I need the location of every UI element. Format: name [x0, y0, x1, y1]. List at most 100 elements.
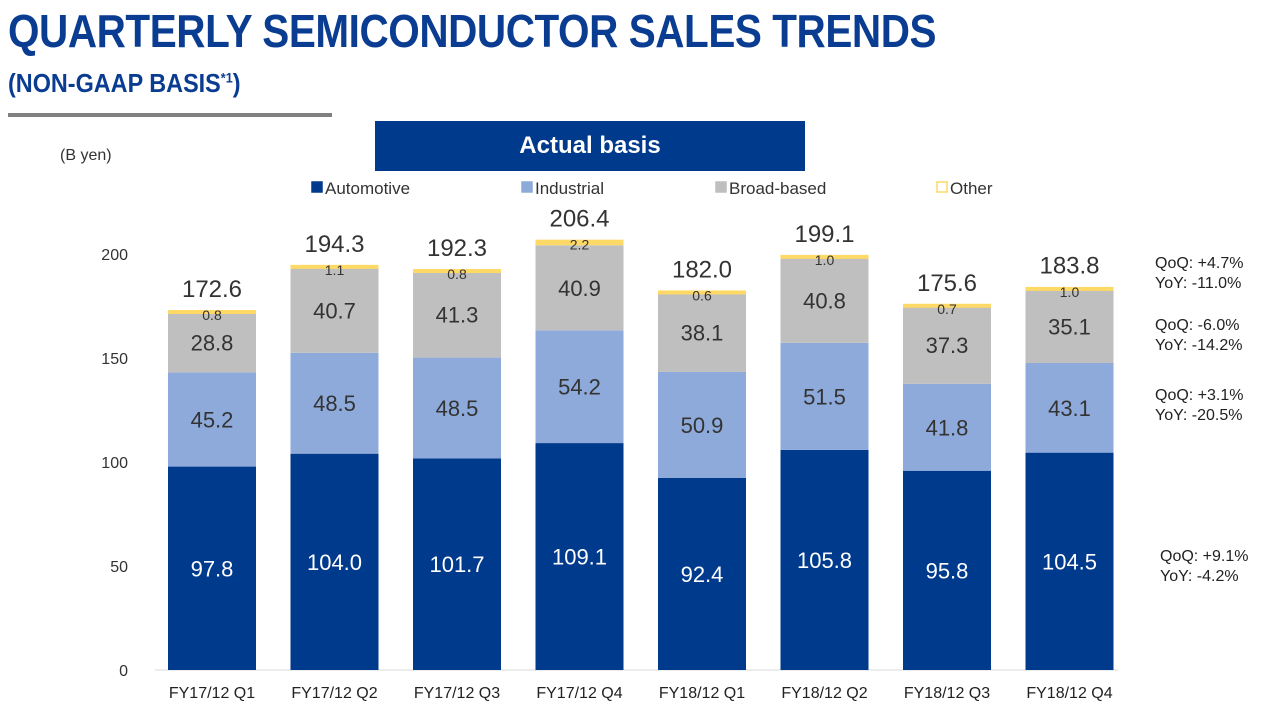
- bar-total-label: 199.1: [794, 221, 854, 248]
- bar-total-label: 183.8: [1039, 253, 1099, 280]
- legend-label-broad-based: Broad-based: [729, 179, 826, 198]
- segment-label-automotive: 97.8: [191, 556, 234, 581]
- segment-label-other: 0.8: [447, 266, 467, 282]
- segment-label-broad-based: 28.8: [191, 331, 234, 356]
- segment-label-other: 2.2: [570, 237, 590, 253]
- bar-segment-broad-based: [535, 245, 624, 331]
- page-subtitle: (NON-GAAP BASIS*1): [8, 68, 241, 99]
- segment-label-other: 1.0: [815, 252, 835, 268]
- legend-label-industrial: Industrial: [535, 179, 604, 198]
- segment-label-broad-based: 40.8: [803, 288, 846, 313]
- legend-label-other: Other: [950, 179, 993, 198]
- bar-total-label: 206.4: [549, 206, 609, 233]
- subtitle-footnote-mark: *1: [220, 69, 233, 86]
- bar-segment-other-edge: [903, 303, 991, 308]
- segment-label-industrial: 51.5: [803, 384, 846, 409]
- qoq-note-automotive: QoQ: +9.1%: [1160, 548, 1249, 565]
- bar-segment-automotive: [903, 470, 991, 670]
- actual-basis-banner: Actual basis: [375, 121, 805, 171]
- bar-segment-industrial: [780, 342, 869, 450]
- bar-segment-industrial: [1025, 362, 1114, 453]
- bar-segment-broad-based: [413, 271, 501, 358]
- bar-total-label: 192.3: [427, 235, 487, 262]
- bar-segment-industrial: [168, 372, 256, 467]
- yoy-note-industrial: YoY: -20.5%: [1155, 407, 1242, 424]
- x-category-label: FY18/12 Q1: [659, 685, 745, 702]
- x-category-label: FY17/12 Q2: [291, 685, 377, 702]
- bar-segment-automotive: [780, 449, 869, 670]
- bar-segment-broad-based: [1025, 289, 1114, 363]
- bar-segment-automotive: [1025, 452, 1114, 670]
- bar-segment-industrial: [658, 371, 746, 478]
- yoy-note-broad-based: YoY: -14.2%: [1155, 337, 1242, 354]
- bar-total-label: 194.3: [304, 231, 364, 258]
- x-category-label: FY17/12 Q1: [169, 685, 255, 702]
- segment-label-other: 0.7: [937, 301, 957, 317]
- subtitle-close: ): [232, 68, 241, 98]
- segment-label-automotive: 104.5: [1042, 549, 1097, 574]
- x-category-label: FY18/12 Q4: [1026, 685, 1112, 702]
- bar-segment-broad-based: [168, 312, 256, 373]
- bar-total-label: 175.6: [917, 270, 977, 297]
- segment-label-industrial: 48.5: [313, 391, 356, 416]
- x-category-label: FY18/12 Q2: [781, 685, 867, 702]
- bar-segment-other-edge: [535, 239, 624, 244]
- bar-segment-automotive: [290, 453, 379, 670]
- segment-label-broad-based: 41.3: [436, 303, 479, 328]
- bar-segment-automotive: [535, 443, 624, 670]
- segment-label-other: 1.1: [325, 262, 345, 278]
- bar-segment-broad-based: [658, 292, 746, 372]
- x-category-label: FY17/12 Q4: [536, 685, 622, 702]
- bar-total-label: 172.6: [182, 276, 242, 303]
- legend-swatch-other: [936, 181, 948, 193]
- page-title: QUARTERLY SEMICONDUCTOR SALES TRENDS: [8, 5, 937, 57]
- bar-segment-other-edge: [1025, 286, 1114, 291]
- bar-segment-automotive: [658, 477, 746, 670]
- legend-swatch-broad-based: [715, 181, 727, 193]
- bar-segment-industrial: [535, 330, 624, 444]
- y-tick-label: 100: [101, 455, 128, 472]
- segment-label-industrial: 50.9: [681, 413, 724, 438]
- segment-label-automotive: 104.0: [307, 550, 362, 575]
- segment-label-other: 1.0: [1060, 284, 1080, 300]
- segment-label-other: 0.6: [692, 287, 712, 303]
- bar-segment-broad-based: [780, 257, 869, 343]
- qoq-note-other: QoQ: +4.7%: [1155, 255, 1244, 272]
- legend-swatch-industrial: [521, 181, 533, 193]
- bar-segment-industrial: [290, 352, 379, 454]
- segment-label-industrial: 48.5: [436, 396, 479, 421]
- qoq-note-industrial: QoQ: +3.1%: [1155, 387, 1244, 404]
- bar-segment-other-edge: [658, 290, 746, 295]
- segment-label-broad-based: 35.1: [1048, 314, 1091, 339]
- bar-segment-other-edge: [413, 269, 501, 274]
- bar-segment-other-edge: [780, 254, 869, 259]
- segment-label-broad-based: 40.9: [558, 276, 601, 301]
- y-axis-unit-label: (B yen): [60, 147, 112, 164]
- segment-label-automotive: 109.1: [552, 545, 607, 570]
- segment-label-automotive: 92.4: [681, 562, 724, 587]
- segment-label-automotive: 95.8: [926, 558, 969, 583]
- yoy-note-automotive: YoY: -4.2%: [1160, 568, 1239, 585]
- segment-label-broad-based: 37.3: [926, 333, 969, 358]
- segment-label-broad-based: 40.7: [313, 298, 356, 323]
- x-category-label: FY18/12 Q3: [904, 685, 990, 702]
- bar-segment-other-edge: [168, 309, 256, 314]
- bar-segment-broad-based: [290, 268, 379, 353]
- bar-segment-industrial: [413, 357, 501, 459]
- segment-label-broad-based: 38.1: [681, 320, 724, 345]
- bar-segment-other-edge: [290, 264, 379, 269]
- y-tick-label: 150: [101, 351, 128, 368]
- y-tick-label: 0: [119, 663, 128, 680]
- x-category-label: FY17/12 Q3: [414, 685, 500, 702]
- bar-segment-industrial: [903, 383, 991, 471]
- segment-label-industrial: 54.2: [558, 375, 601, 400]
- subtitle-text: (NON-GAAP BASIS: [8, 68, 221, 98]
- y-tick-label: 50: [110, 559, 128, 576]
- segment-label-industrial: 41.8: [926, 415, 969, 440]
- segment-label-industrial: 45.2: [191, 408, 234, 433]
- qoq-note-broad-based: QoQ: -6.0%: [1155, 317, 1239, 334]
- y-tick-label: 200: [101, 247, 128, 264]
- bar-segment-broad-based: [903, 306, 991, 384]
- segment-label-industrial: 43.1: [1048, 396, 1091, 421]
